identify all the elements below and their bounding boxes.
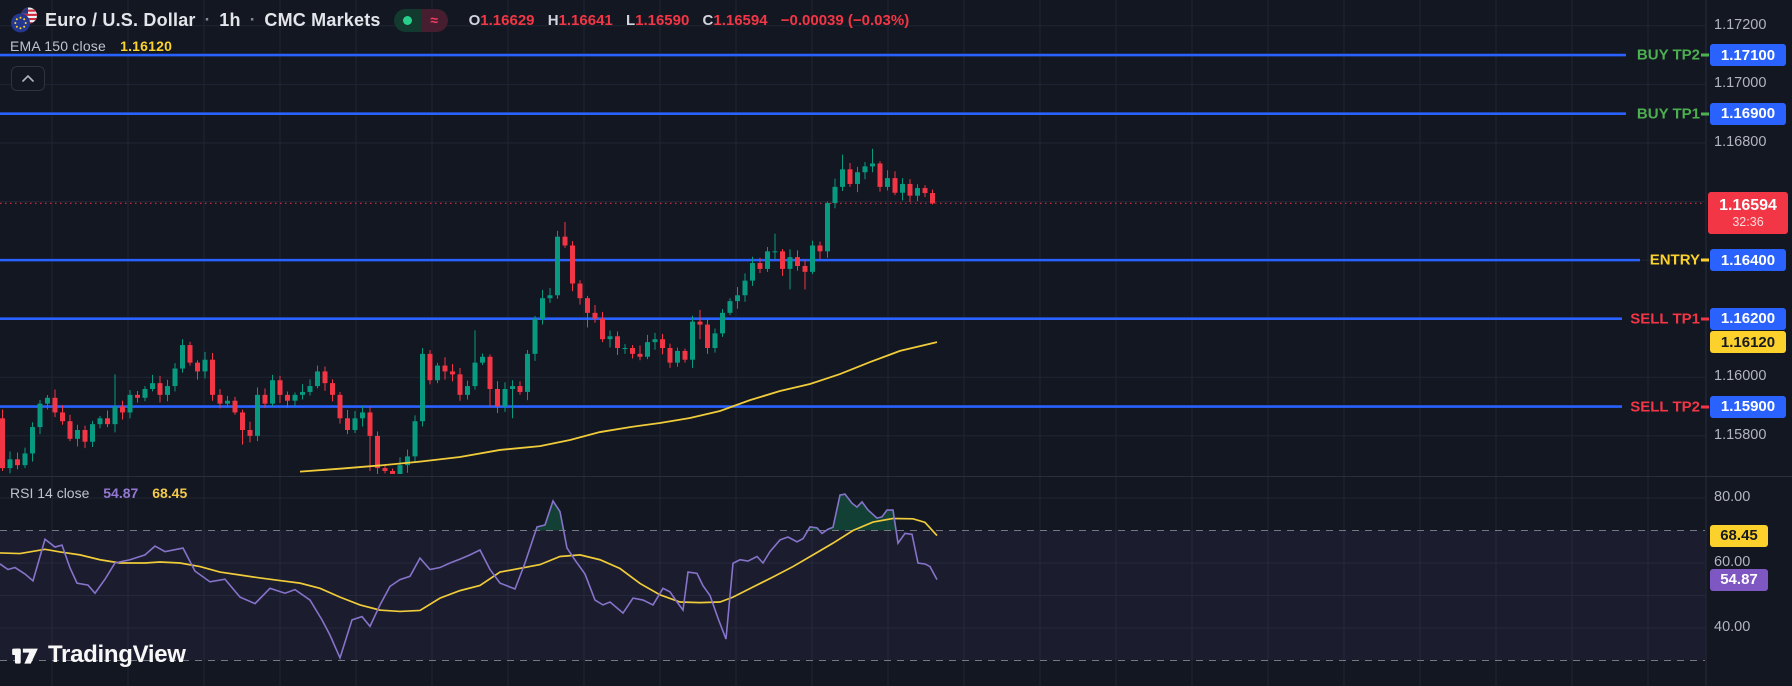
market-status-pill[interactable]: ≈ <box>393 8 448 32</box>
tradingview-logo-icon <box>12 648 38 664</box>
tradingview-watermark[interactable]: TradingView <box>10 640 186 670</box>
separator-dot: · <box>249 10 256 29</box>
price-axis-label-1.15800: 1.15800 <box>1714 426 1767 443</box>
level-badge-sell-tp1: 1.16200 <box>1710 307 1786 330</box>
symbol-legend: Euro / U.S. Dollar · 1h · CMC Markets ≈ … <box>10 6 909 34</box>
chevron-up-icon <box>22 75 34 82</box>
level-badge-entry: 1.16400 <box>1710 249 1786 272</box>
ema-legend-value: 1.16120 <box>120 38 173 54</box>
watermark-text: TradingView <box>48 641 186 668</box>
rsi-ma-line[interactable] <box>0 517 938 613</box>
level-dash-buy-tp1 <box>1701 112 1709 116</box>
bar-countdown: 32:36 <box>1732 215 1764 230</box>
rsi-axis-label-40.00: 40.00 <box>1714 618 1751 635</box>
ema150-line[interactable] <box>299 341 938 473</box>
level-label-entry: ENTRY <box>1649 251 1700 269</box>
level-label-buy-tp1: BUY TP1 <box>1636 105 1700 123</box>
low-label: L <box>625 11 636 29</box>
open-label: O <box>468 11 481 29</box>
collapse-panel-button[interactable] <box>11 66 45 91</box>
level-dash-sell-tp2 <box>1701 405 1709 409</box>
rsi-ma-legend-value: 68.45 <box>152 485 188 501</box>
price-axis-label-1.16000: 1.16000 <box>1714 368 1767 385</box>
level-dash-buy-tp2 <box>1701 53 1709 57</box>
level-dash-sell-tp1 <box>1701 317 1709 321</box>
rsi-band <box>0 530 1705 661</box>
change-value: −0.00039 (−0.03%) <box>780 11 910 29</box>
price-axis-label-1.17000: 1.17000 <box>1714 75 1767 92</box>
close-label: C <box>702 11 714 29</box>
low-value: 1.16590 <box>635 11 690 29</box>
ema-legend[interactable]: EMA 150 close 1.16120 <box>10 38 172 54</box>
rsi-value-badge: 54.87 <box>1710 568 1768 591</box>
close-value: 1.16594 <box>713 11 768 29</box>
rsi-legend-name: RSI 14 close <box>10 485 90 501</box>
level-label-buy-tp2: BUY TP2 <box>1636 46 1700 64</box>
eurusd-flag-icon <box>11 7 37 33</box>
rsi-line[interactable] <box>0 493 938 661</box>
level-lines[interactable] <box>0 53 1640 408</box>
market-open-indicator[interactable] <box>393 8 421 32</box>
ema-legend-name: EMA 150 close <box>10 38 106 54</box>
level-dash-entry <box>1701 258 1709 262</box>
ohlc-readout: O1.16629 H1.16641 L1.16590 C1.16594 −0.0… <box>465 12 910 29</box>
rsi-axis-label-60.00: 60.00 <box>1714 553 1751 570</box>
separator-dot: · <box>204 10 211 29</box>
green-dot-icon <box>402 15 412 25</box>
rsi-legend[interactable]: RSI 14 close 54.87 68.45 <box>10 485 187 501</box>
candles <box>0 148 935 474</box>
approx-icon: ≈ <box>430 12 438 28</box>
level-badge-sell-tp2: 1.15900 <box>1710 395 1786 418</box>
delayed-data-indicator[interactable]: ≈ <box>420 8 448 32</box>
current-price-value: 1.16594 <box>1719 196 1777 214</box>
level-badge-buy-tp1: 1.16900 <box>1710 102 1786 125</box>
current-price-badge: 1.16594 32:36 <box>1708 192 1788 235</box>
ema-value-badge: 1.16120 <box>1710 331 1786 354</box>
high-label: H <box>547 11 559 29</box>
rsi-axis-label-80.00: 80.00 <box>1714 488 1751 505</box>
interval-label[interactable]: 1h <box>219 9 241 30</box>
rsi-ma-badge: 68.45 <box>1710 524 1768 547</box>
symbol-title[interactable]: Euro / U.S. Dollar <box>45 9 196 30</box>
level-badge-buy-tp2: 1.17100 <box>1710 44 1786 67</box>
open-value: 1.16629 <box>480 11 535 29</box>
price-axis-label-1.16800: 1.16800 <box>1714 133 1767 150</box>
rsi-legend-value: 54.87 <box>103 485 139 501</box>
high-value: 1.16641 <box>558 11 613 29</box>
price-axis-label-1.17200: 1.17200 <box>1714 16 1767 33</box>
level-label-sell-tp2: SELL TP2 <box>1630 398 1700 416</box>
level-label-sell-tp1: SELL TP1 <box>1630 310 1700 328</box>
exchange-label[interactable]: CMC Markets <box>264 9 381 30</box>
